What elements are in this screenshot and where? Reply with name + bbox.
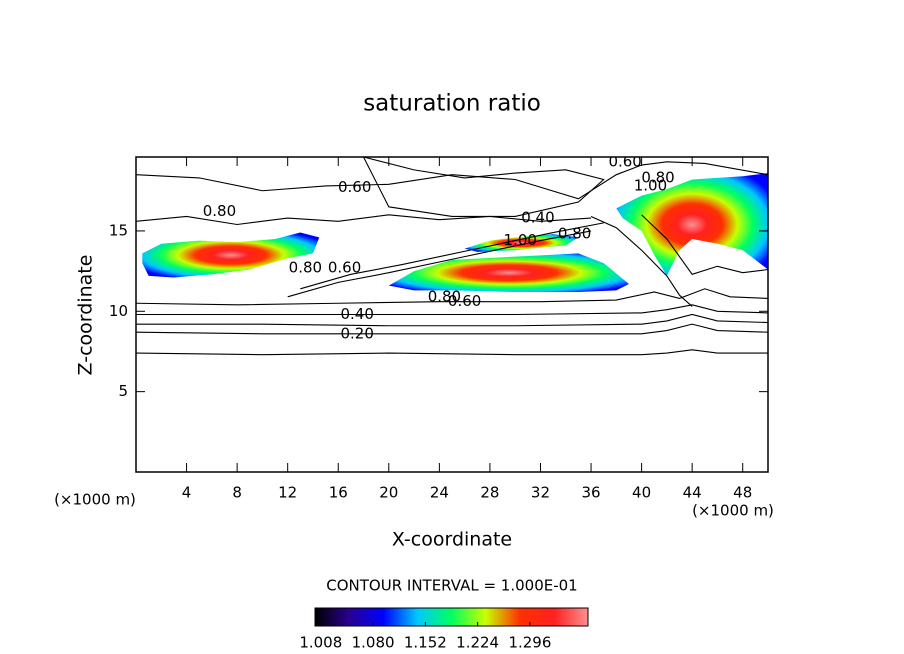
contour-label: 0.80 [558, 225, 591, 243]
x-unit-label: (×1000 m) [692, 502, 774, 520]
contour-label: 0.60 [608, 152, 641, 170]
contour-line [641, 214, 768, 275]
x-tick-label: 28 [480, 484, 499, 502]
contour-line [287, 230, 592, 298]
chart-title: saturation ratio [363, 91, 541, 117]
y-tick-label: 15 [109, 221, 128, 239]
contour-line [590, 215, 693, 307]
x-tick-label: 36 [581, 484, 600, 502]
contour-label: 0.80 [289, 258, 322, 276]
y-tick-label: 5 [118, 382, 128, 400]
x-tick-label: 16 [329, 484, 348, 502]
plot-area: 0.600.80 0.401.00 0.800.600.801.000.80 0.60… [136, 152, 768, 356]
x-axis-label: X-coordinate [392, 529, 512, 551]
contour-label: 1.00 [504, 231, 537, 249]
contour-line [136, 349, 768, 356]
plot-frame [135, 156, 769, 473]
contour-label: 1.00 [634, 176, 667, 194]
x-tick-label: 12 [278, 484, 297, 502]
contour-line [136, 161, 768, 200]
colorbar-tick-label: 1.296 [508, 634, 551, 652]
contour-line [136, 214, 592, 226]
contour-line [136, 304, 768, 316]
contour-label: 0.80 [428, 287, 461, 305]
y-unit-label: (×1000 m) [54, 491, 136, 509]
contour-label: 0.80 [203, 202, 236, 220]
contour-line [136, 323, 768, 335]
colorbar-tick-label: 1.224 [456, 634, 499, 652]
colorbar [314, 607, 589, 627]
contour-label: 0.40 [521, 209, 554, 227]
contour-interval: CONTOUR INTERVAL = 1.000E-01 [326, 577, 577, 595]
x-tick-label: 44 [683, 484, 702, 502]
supersaturation-region [616, 173, 768, 276]
contour-label: 0.60 [338, 178, 371, 196]
x-tick-label: 40 [632, 484, 651, 502]
contour-line [136, 313, 768, 327]
x-tick-label: 24 [430, 484, 449, 502]
supersaturation-region [142, 232, 320, 278]
contour-label: 0.40 [340, 305, 373, 323]
colorbar-tick-label: 1.008 [299, 634, 342, 652]
x-tick-label: 20 [379, 484, 398, 502]
y-axis-label: Z-coordinate [75, 255, 97, 376]
contour-label: 0.60 [328, 258, 361, 276]
contour-line [136, 288, 768, 306]
contour-label: 0.20 [340, 324, 373, 342]
contour-label: 0.80 [641, 168, 674, 186]
supersaturation-region [388, 253, 629, 292]
colorbar-tick-label: 1.152 [404, 634, 447, 652]
x-tick-label: 32 [531, 484, 550, 502]
contour-line [300, 222, 604, 290]
contour-line [363, 157, 605, 218]
x-tick-label: 8 [232, 484, 242, 502]
x-tick-label: 4 [182, 484, 192, 502]
colorbar-tick-label: 1.080 [352, 634, 395, 652]
x-tick-label: 48 [733, 484, 752, 502]
contour-label: 0.60 [448, 292, 481, 310]
y-tick-label: 10 [109, 302, 128, 320]
